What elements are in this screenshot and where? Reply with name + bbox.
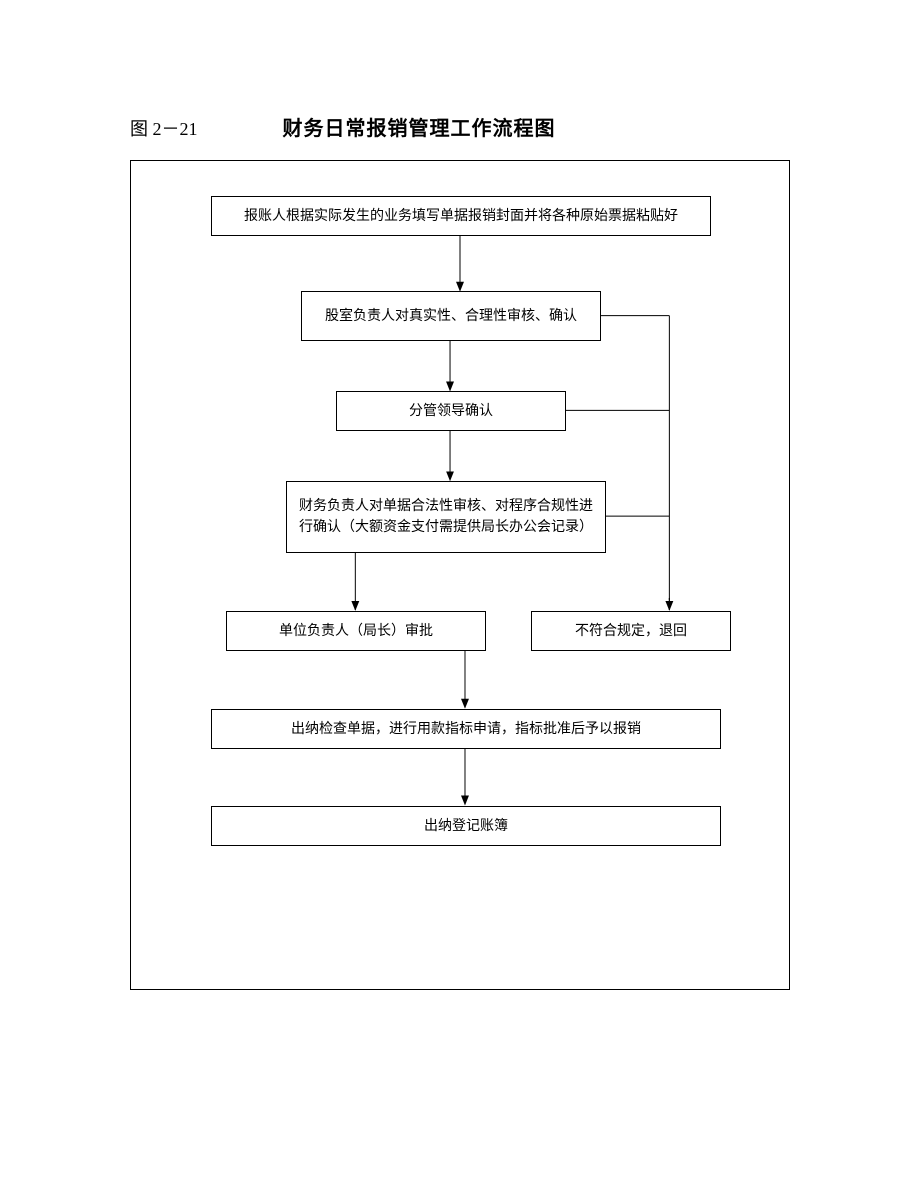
flowchart-container: 报账人根据实际发生的业务填写单据报销封面并将各种原始票据粘贴好 股室负责人对真实… [130, 160, 790, 990]
node-step-7: 出纳登记账簿 [211, 806, 721, 846]
figure-label: 图 2－21 [130, 115, 198, 141]
node-step-3: 分管领导确认 [336, 391, 566, 431]
node-step-5: 单位负责人（局长）审批 [226, 611, 486, 651]
node-step-6: 出纳检查单据，进行用款指标申请，指标批准后予以报销 [211, 709, 721, 749]
flowchart-edges [131, 161, 789, 989]
node-step-1: 报账人根据实际发生的业务填写单据报销封面并将各种原始票据粘贴好 [211, 196, 711, 236]
node-step-2: 股室负责人对真实性、合理性审核、确认 [301, 291, 601, 341]
node-step-4: 财务负责人对单据合法性审核、对程序合规性进行确认（大额资金支付需提供局长办公会记… [286, 481, 606, 553]
node-reject: 不符合规定，退回 [531, 611, 731, 651]
diagram-title: 财务日常报销管理工作流程图 [283, 112, 556, 141]
